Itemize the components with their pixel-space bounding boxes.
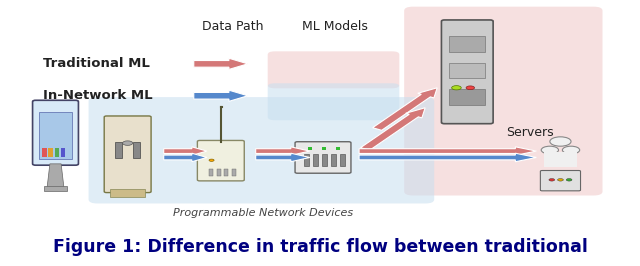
Polygon shape xyxy=(372,88,437,130)
FancyBboxPatch shape xyxy=(33,100,79,165)
Bar xyxy=(216,169,221,176)
Circle shape xyxy=(557,178,563,181)
Polygon shape xyxy=(255,153,310,162)
Circle shape xyxy=(566,178,572,181)
Bar xyxy=(543,152,577,167)
Bar xyxy=(110,189,145,197)
Text: Programmable Network Devices: Programmable Network Devices xyxy=(173,208,353,218)
Polygon shape xyxy=(359,153,536,162)
Text: In-Network ML: In-Network ML xyxy=(44,89,153,102)
Circle shape xyxy=(466,86,474,90)
Bar xyxy=(322,147,326,151)
Circle shape xyxy=(549,178,555,181)
Bar xyxy=(322,154,327,166)
Polygon shape xyxy=(164,147,207,155)
FancyBboxPatch shape xyxy=(404,7,602,196)
Text: Servers: Servers xyxy=(506,127,554,139)
Bar xyxy=(232,169,236,176)
Bar xyxy=(449,36,485,52)
Polygon shape xyxy=(47,164,64,188)
Polygon shape xyxy=(255,147,310,155)
FancyBboxPatch shape xyxy=(268,83,399,120)
Bar xyxy=(449,63,485,78)
FancyBboxPatch shape xyxy=(197,140,244,181)
FancyBboxPatch shape xyxy=(104,116,151,193)
Circle shape xyxy=(550,137,571,146)
Polygon shape xyxy=(360,108,425,150)
Bar xyxy=(209,169,213,176)
Polygon shape xyxy=(194,90,248,101)
Polygon shape xyxy=(359,147,536,155)
Bar xyxy=(39,113,72,159)
Text: ML Models: ML Models xyxy=(302,20,368,33)
Bar xyxy=(303,154,308,166)
Bar xyxy=(133,142,140,158)
Circle shape xyxy=(541,146,559,154)
Bar xyxy=(54,148,60,157)
FancyBboxPatch shape xyxy=(295,142,351,173)
Circle shape xyxy=(452,86,461,90)
Bar xyxy=(449,89,485,105)
Bar xyxy=(49,148,53,157)
Polygon shape xyxy=(164,153,207,162)
FancyBboxPatch shape xyxy=(268,51,399,88)
Bar xyxy=(313,154,318,166)
Bar xyxy=(61,148,65,157)
Circle shape xyxy=(563,146,580,154)
Bar xyxy=(44,186,67,191)
FancyBboxPatch shape xyxy=(88,97,434,203)
Circle shape xyxy=(548,153,563,159)
Bar xyxy=(42,148,47,157)
FancyBboxPatch shape xyxy=(540,171,580,191)
Bar xyxy=(308,147,312,151)
Circle shape xyxy=(558,153,572,159)
Bar xyxy=(336,147,340,151)
FancyBboxPatch shape xyxy=(442,20,493,124)
Bar xyxy=(115,142,122,158)
Text: Data Path: Data Path xyxy=(202,20,264,33)
Text: Figure 1: Difference in traffic flow between traditional: Figure 1: Difference in traffic flow bet… xyxy=(52,238,588,256)
Circle shape xyxy=(209,159,214,161)
Bar xyxy=(331,154,336,166)
Bar xyxy=(340,154,346,166)
Polygon shape xyxy=(194,58,248,69)
Circle shape xyxy=(123,141,132,145)
Text: Traditional ML: Traditional ML xyxy=(44,57,150,70)
Bar xyxy=(224,169,228,176)
